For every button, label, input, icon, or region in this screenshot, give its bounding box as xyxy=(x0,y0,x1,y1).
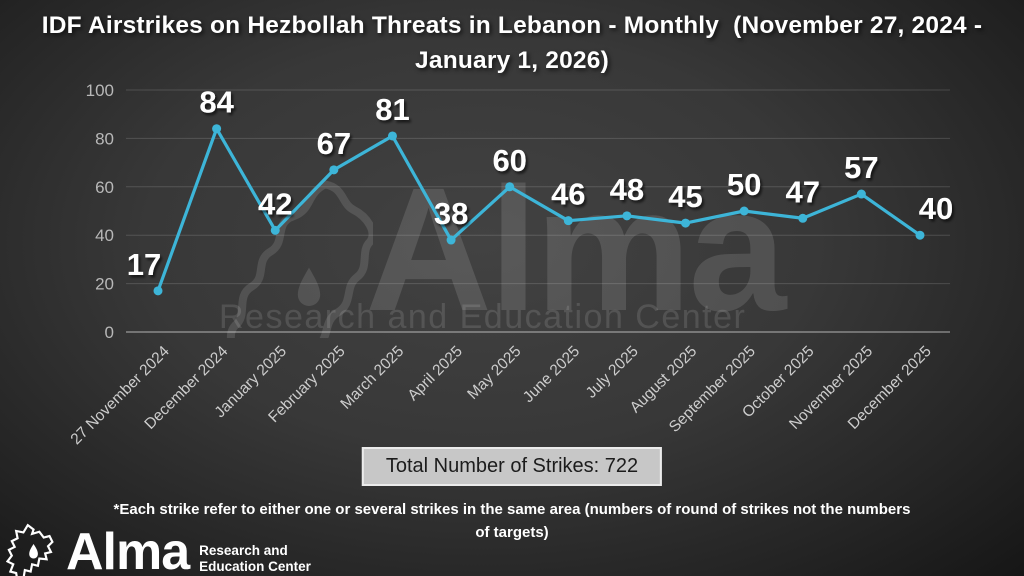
data-label-4: 81 xyxy=(375,92,409,127)
series-line xyxy=(156,127,922,293)
data-label-5: 38 xyxy=(434,196,468,231)
data-point-5 xyxy=(446,235,456,245)
alma-logo-tagline-line2: Education Center xyxy=(199,559,311,575)
y-tick-label-100: 100 xyxy=(86,81,114,100)
data-point-9 xyxy=(681,218,691,228)
data-label-6: 60 xyxy=(492,143,526,178)
watermark-brand-text: Alma xyxy=(365,152,786,348)
chart-title: IDF Airstrikes on Hezbollah Threats in L… xyxy=(41,12,990,74)
y-tick-label-80: 80 xyxy=(95,129,114,148)
watermark-tagline-text: Research and Education Center xyxy=(219,298,747,336)
data-point-2 xyxy=(270,225,280,235)
data-point-10 xyxy=(739,206,749,216)
alma-logo-tagline-line1: Research and xyxy=(199,543,288,558)
y-tick-label-60: 60 xyxy=(95,178,114,197)
data-point-8 xyxy=(622,211,632,221)
data-point-11 xyxy=(798,213,808,223)
data-label-3: 67 xyxy=(317,126,351,161)
data-label-2: 42 xyxy=(258,186,292,221)
data-label-7: 46 xyxy=(551,177,585,212)
watermark: Alma Research and Education Center xyxy=(213,162,823,344)
data-point-4 xyxy=(387,131,397,141)
data-label-10: 50 xyxy=(727,167,761,202)
alma-logo-brand-text: Alma xyxy=(66,523,190,576)
alma-logo-tagline: Research and Education Center xyxy=(199,543,311,575)
watermark-map-icon xyxy=(226,180,373,338)
data-label-13: 40 xyxy=(919,191,953,226)
data-label-8: 48 xyxy=(610,172,644,207)
y-tick-label-0: 0 xyxy=(105,323,114,342)
data-label-11: 47 xyxy=(786,174,820,209)
data-point-13 xyxy=(915,230,925,240)
data-labels-group: 17 84 42 67 81 38 60 46 48 45 50 47 57 40 xyxy=(127,85,953,282)
data-point-1 xyxy=(212,124,222,134)
data-point-12 xyxy=(856,189,866,199)
data-label-0: 17 xyxy=(127,247,161,282)
y-tick-label-40: 40 xyxy=(95,226,114,245)
y-tick-label-20: 20 xyxy=(95,275,114,294)
data-point-7 xyxy=(563,216,573,226)
data-point-0 xyxy=(153,286,163,296)
data-point-6 xyxy=(505,182,515,192)
data-label-12: 57 xyxy=(844,150,878,185)
footnote-text: *Each strike refer to either one or seve… xyxy=(113,501,911,541)
data-label-1: 84 xyxy=(199,85,234,120)
data-point-3 xyxy=(329,165,339,175)
alma-logo: Alma Research and Education Center xyxy=(6,522,311,576)
alma-map-icon xyxy=(6,523,54,576)
data-label-9: 45 xyxy=(668,179,702,214)
total-strikes-badge: Total Number of Strikes: 722 xyxy=(361,447,663,486)
